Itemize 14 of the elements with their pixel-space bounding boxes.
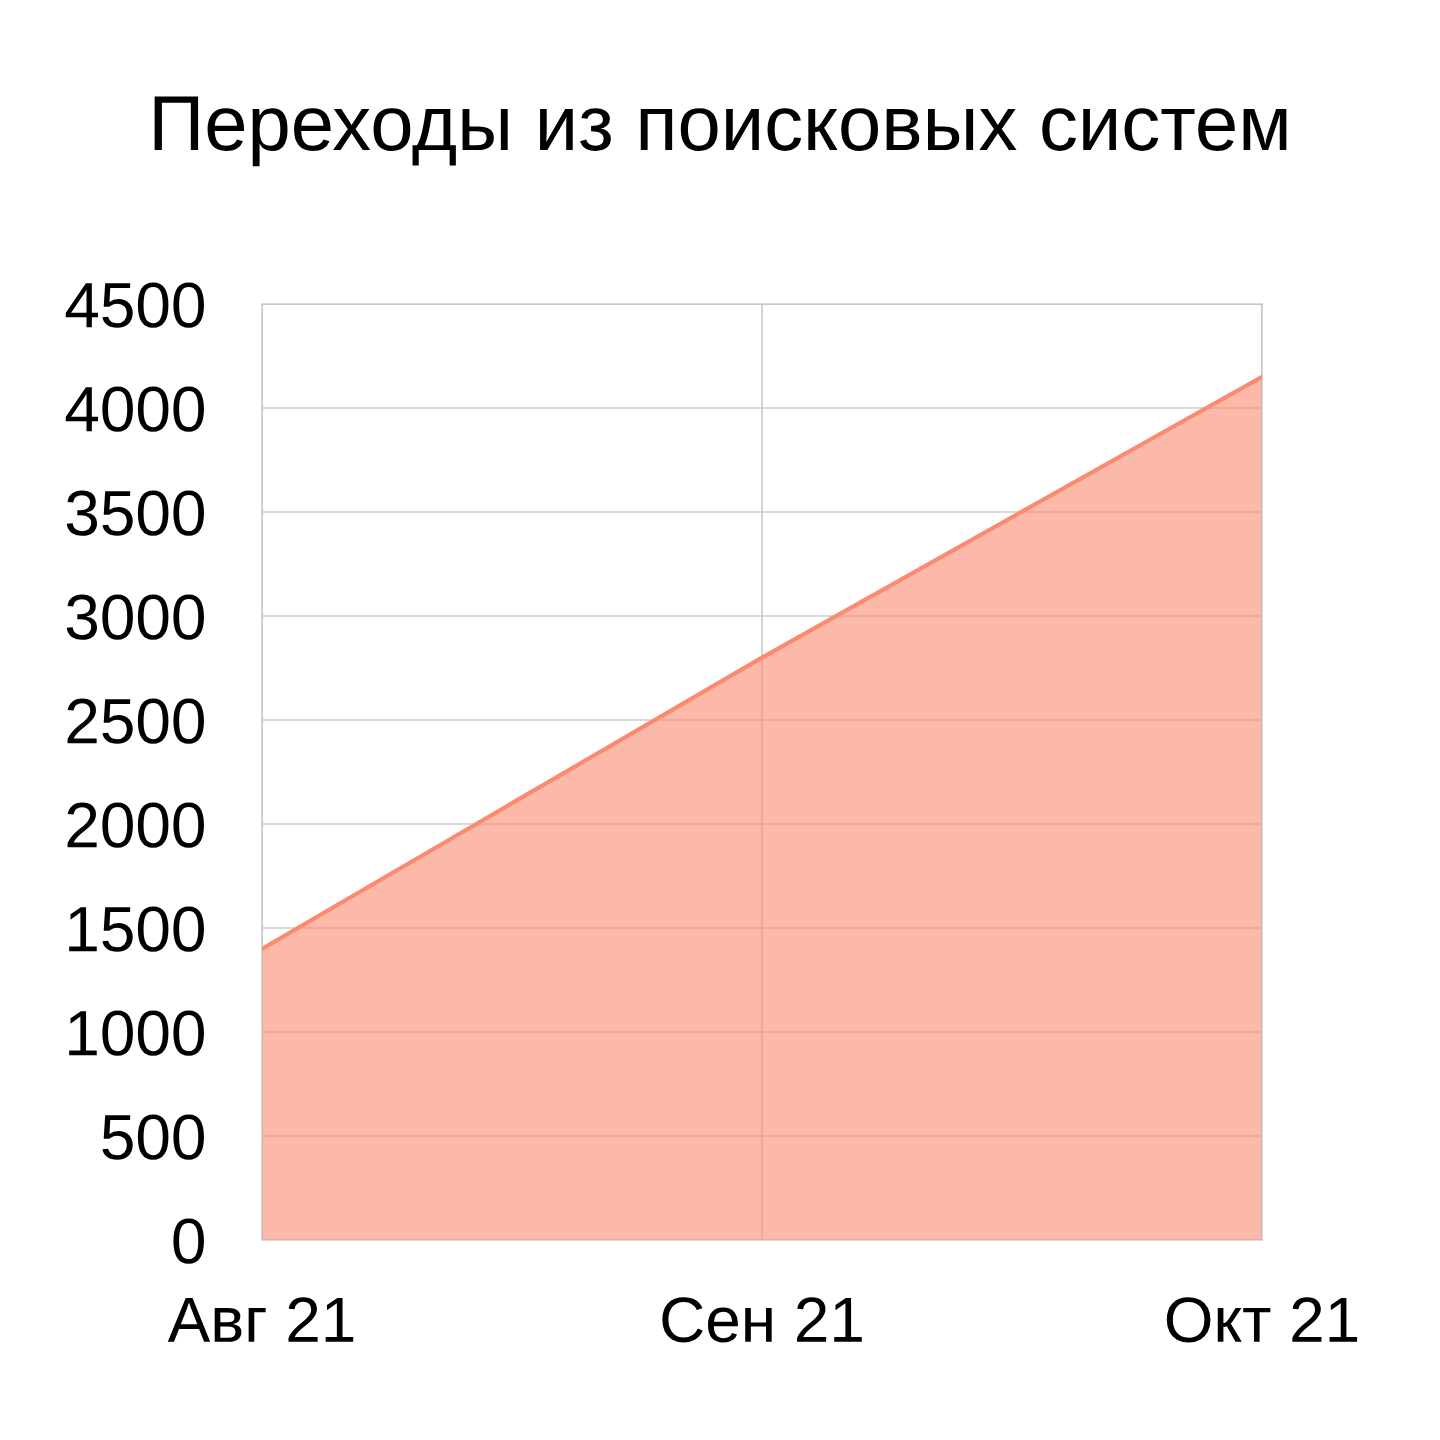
x-tick-label: Авг 21 [167,1297,354,1342]
y-tick-label: 1000 [69,1010,204,1056]
y-tick-label: 2500 [67,698,204,744]
y-tick-label: 4500 [65,282,204,328]
y-tick-label: 2000 [67,802,204,848]
y-tick-label: 4000 [65,386,204,432]
x-tick-label: Окт 21 [1166,1297,1358,1343]
x-tick-label: Сен 21 [662,1297,862,1343]
y-tick-label: 3500 [66,490,204,536]
y-tick-label: 0 [173,1218,204,1264]
chart-title: Переходы из поисковых систем [154,96,1287,167]
y-tick-label: 1500 [69,906,204,952]
y-tick-label: 500 [102,1114,204,1160]
y-tick-label: 3000 [66,594,204,640]
